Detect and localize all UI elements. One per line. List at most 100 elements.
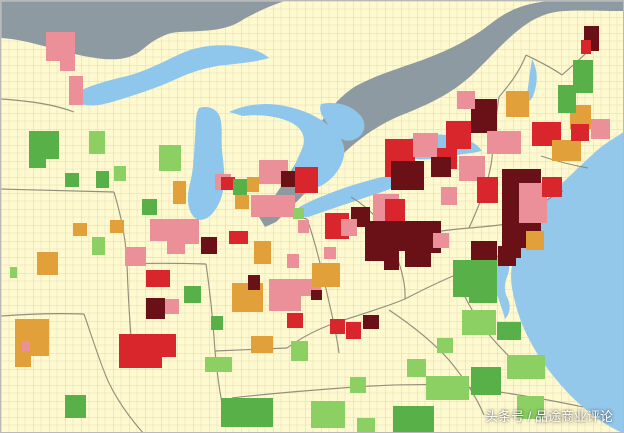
- county-cluster-ny-pink-5: [441, 187, 457, 205]
- county-cluster-mi-red-1: [221, 177, 235, 190]
- county-cluster-il-pink-3: [165, 299, 179, 314]
- county-cluster-ny-red-2: [446, 121, 471, 149]
- county-cluster-ny-pink-4: [487, 131, 521, 154]
- county-cluster-nc-green-2: [471, 367, 501, 395]
- county-cluster-mi-orange-1: [247, 177, 259, 192]
- county-cluster-in-pink-2: [269, 279, 321, 311]
- county-cluster-tn-green-4: [357, 418, 375, 432]
- county-cluster-tn-green-2: [221, 398, 273, 427]
- county-cluster-oh-red-2: [346, 322, 361, 339]
- county-cluster-oh-darkred-2: [363, 315, 379, 329]
- county-cluster-ma-pink-1: [591, 119, 610, 139]
- lake-michigan: [187, 107, 225, 220]
- county-cluster-in-pink-1: [287, 254, 299, 268]
- watermark-text: 头条号 / 品途商业评论: [485, 409, 613, 424]
- lake-champlain: [526, 59, 537, 102]
- county-cluster-mi-green-2: [293, 208, 304, 219]
- county-cluster-ky-green-1: [350, 377, 366, 393]
- county-cluster-mi-green-1: [233, 179, 247, 195]
- county-cluster-mi-pink-2: [259, 160, 288, 184]
- county-cluster-wi-green-7: [142, 199, 157, 215]
- county-cluster-mo-green-1: [65, 395, 86, 418]
- county-cluster-in-orange-1: [232, 283, 263, 312]
- county-cluster-tn-green-1: [205, 357, 232, 372]
- county-cluster-ny-pink-2: [457, 91, 475, 109]
- county-cluster-il-pink-1: [150, 219, 199, 254]
- lake-superior: [69, 45, 269, 106]
- county-cluster-va-green-3: [497, 322, 521, 340]
- county-cluster-mi-darkred-1: [281, 171, 295, 187]
- county-cluster-pa-darkred-1: [365, 221, 405, 270]
- county-cluster-il-pink-2: [125, 247, 146, 266]
- county-cluster-pa-darkred-2: [405, 221, 441, 267]
- county-cluster-nj-pink-1: [519, 183, 547, 223]
- county-cluster-ny-orange-1: [506, 91, 529, 117]
- county-cluster-md-darkred-2: [498, 246, 516, 266]
- county-cluster-oh-orange-1: [312, 263, 340, 287]
- county-cluster-il-green-4: [211, 316, 223, 330]
- county-cluster-il-orange-3: [110, 220, 124, 233]
- county-cluster-in-green-1: [291, 341, 308, 361]
- county-cluster-ny-red-4: [477, 177, 498, 203]
- county-cluster-mi-orange-2: [235, 195, 249, 209]
- county-cluster-nc-green-3: [507, 355, 545, 379]
- county-cluster-ct-orange-1: [552, 140, 581, 161]
- county-cluster-pa-pink-2: [433, 233, 449, 248]
- county-cluster-il-orange-4: [37, 252, 58, 275]
- county-cluster-oh-pink-1: [324, 247, 336, 259]
- county-cluster-wi-green-2: [89, 131, 105, 154]
- county-cluster-nh-green-1: [573, 60, 593, 93]
- county-cluster-ny-darkred-2: [471, 99, 497, 133]
- county-cluster-nc-green-1: [426, 376, 469, 400]
- county-cluster-ny-pink-3: [459, 156, 485, 181]
- county-cluster-wi-green-1: [29, 131, 59, 168]
- county-cluster-ohio-nw-pink: [341, 219, 357, 236]
- county-cluster-mi-pink-3: [251, 195, 295, 217]
- county-cluster-ny-darkred-3: [431, 157, 451, 177]
- georgian-bay: [320, 103, 365, 141]
- county-cluster-wi-green-6: [159, 145, 181, 171]
- county-cluster-il-red-1: [146, 270, 170, 287]
- county-cluster-mo-pink-1: [22, 341, 30, 351]
- county-cluster-ny-pink-1: [413, 133, 438, 157]
- county-cluster-tn-green-3: [311, 401, 345, 428]
- county-cluster-mn-pink-1: [46, 32, 75, 71]
- lake-erie: [298, 175, 413, 217]
- county-cluster-mn-pink-2: [69, 76, 83, 105]
- county-cluster-ny-darkred-1: [391, 161, 424, 190]
- county-cluster-ky-green-2: [437, 338, 453, 353]
- county-cluster-mi-red-3: [229, 231, 248, 244]
- canada-shape: [1, 1, 623, 227]
- county-cluster-il-green-2: [10, 267, 17, 278]
- county-cluster-vt-green-1: [558, 85, 576, 113]
- county-cluster-oh-darkred-1: [311, 290, 322, 300]
- county-cluster-md-orange-1: [526, 231, 544, 250]
- county-cluster-wi-green-5: [114, 166, 126, 181]
- county-cluster-il-darkred-1: [146, 298, 165, 319]
- county-cluster-wi-green-4: [96, 171, 109, 188]
- county-cluster-va-green-2: [462, 310, 496, 335]
- county-cluster-il-orange-2: [73, 223, 87, 236]
- county-cluster-in-red-1: [287, 313, 303, 328]
- county-cluster-pa-red-1: [385, 199, 405, 221]
- county-cluster-in-darkred-1: [248, 275, 260, 290]
- county-cluster-il-orange-1: [173, 181, 186, 204]
- county-fills: [10, 26, 610, 432]
- county-cluster-in-orange-3: [251, 336, 273, 353]
- county-cluster-mi-pink-4: [298, 220, 309, 233]
- atlantic-ocean: [511, 132, 623, 432]
- county-cluster-mi-darkred-2: [201, 237, 217, 254]
- county-cluster-oh-red-1: [330, 319, 345, 334]
- county-cluster-me-red-1: [581, 40, 591, 54]
- county-cluster-wi-green-3: [65, 173, 79, 187]
- county-cluster-va-green-4: [407, 359, 426, 377]
- county-cluster-in-orange-2: [254, 241, 271, 264]
- county-cluster-nc-green-5: [393, 406, 434, 432]
- county-cluster-il-green-1: [92, 237, 105, 255]
- county-cluster-nj-red-1: [542, 177, 562, 197]
- county-cluster-va-green-1: [453, 260, 497, 303]
- county-cluster-ma-red-1: [571, 124, 589, 141]
- county-cluster-mo-red-1: [119, 334, 176, 368]
